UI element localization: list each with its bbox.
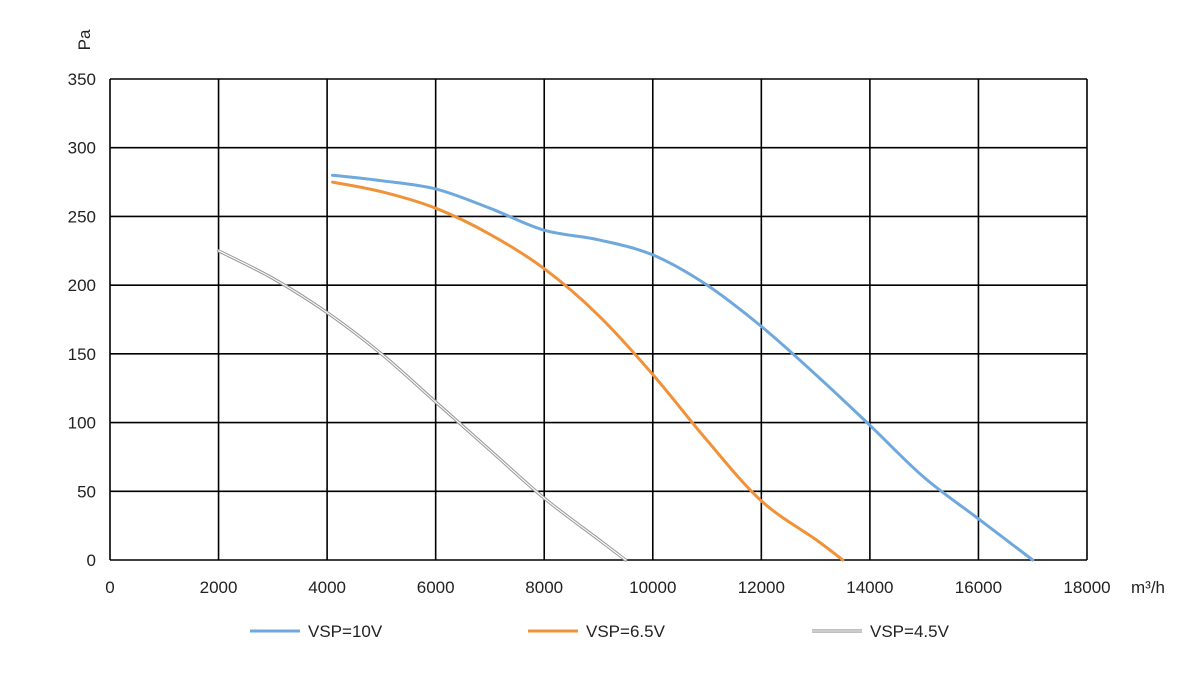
series-layer — [217, 173, 1035, 562]
y-tick-label: 300 — [68, 139, 96, 158]
x-tick-label: 8000 — [525, 578, 563, 597]
y-tick-label: 0 — [87, 551, 96, 570]
series-line-vsp-10v — [331, 173, 1035, 562]
legend-item-vsp-4-5v: VSP=4.5V — [812, 622, 950, 641]
legend: VSP=10V VSP=6.5V VSP=4.5V — [250, 622, 950, 641]
series-line-inner-vsp-4-5v — [218, 250, 627, 561]
legend-item-vsp-10v: VSP=10V — [250, 622, 383, 641]
y-tick-label: 250 — [68, 207, 96, 226]
x-axis-ticks: 0 2000 4000 6000 8000 10000 12000 14000 16000 180… — [105, 578, 1110, 597]
legend-item-vsp-6-5v: VSP=6.5V — [528, 622, 666, 641]
x-tick-label: 14000 — [846, 578, 893, 597]
x-tick-label: 10000 — [629, 578, 676, 597]
y-axis-ticks: 0 50 100 150 200 250 300 350 — [68, 70, 96, 570]
y-tick-label: 150 — [68, 345, 96, 364]
x-tick-label: 18000 — [1063, 578, 1110, 597]
legend-label: VSP=6.5V — [586, 622, 666, 641]
series-line-vsp-6-5v — [331, 180, 845, 562]
grid — [109, 78, 1088, 561]
x-tick-label: 12000 — [738, 578, 785, 597]
x-tick-label: 16000 — [955, 578, 1002, 597]
y-tick-label: 200 — [68, 276, 96, 295]
legend-label: VSP=4.5V — [870, 622, 950, 641]
y-tick-label: 50 — [77, 482, 96, 501]
x-tick-label: 0 — [105, 578, 114, 597]
y-tick-label: 350 — [68, 70, 96, 89]
x-axis-label: m³/h — [1131, 578, 1165, 597]
x-tick-label: 4000 — [308, 578, 346, 597]
legend-label: VSP=10V — [308, 622, 383, 641]
y-axis-label: Pa — [75, 29, 94, 50]
x-tick-label: 2000 — [200, 578, 238, 597]
x-tick-label: 6000 — [417, 578, 455, 597]
y-tick-label: 100 — [68, 414, 96, 433]
